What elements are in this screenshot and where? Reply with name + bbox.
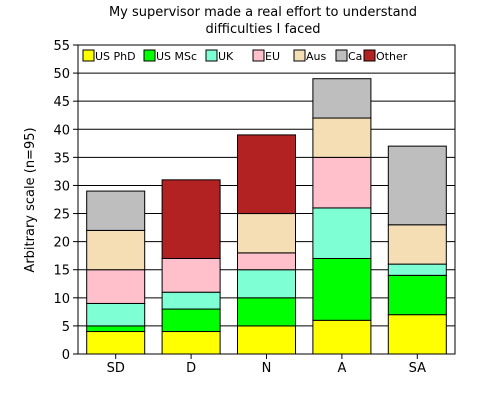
legend-label: UK — [218, 50, 234, 63]
bar-segment — [86, 269, 146, 304]
bar-segment — [312, 78, 372, 119]
bar-segment — [312, 117, 372, 158]
bar-segment — [312, 156, 372, 209]
legend-label: US MSc — [156, 50, 197, 63]
y-tick-label: 40 — [53, 123, 70, 138]
legend-label: EU — [265, 50, 280, 63]
bar-segment — [312, 319, 372, 355]
bar-segment — [161, 257, 221, 293]
y-tick-label: 45 — [53, 95, 70, 110]
legend-label: Ca — [348, 50, 362, 63]
bar-segment — [237, 252, 296, 271]
x-tick-label: SA — [409, 361, 426, 376]
legend-label: US PhD — [95, 50, 136, 63]
y-tick-label: 25 — [53, 208, 70, 223]
y-tick-label: 20 — [53, 236, 70, 251]
y-tick-label: 15 — [53, 264, 70, 279]
bar-segment — [387, 145, 447, 226]
bar-segment — [387, 314, 447, 355]
chart-title-line-1: My supervisor made a real effort to unde… — [109, 5, 417, 20]
legend: US PhD US MSc UK EU Aus Ca Other — [82, 49, 408, 63]
x-tick-label: SD — [107, 361, 125, 376]
bar-segment — [237, 134, 296, 215]
legend-swatch — [293, 49, 306, 62]
bar-segment — [86, 331, 146, 355]
bar-segment — [237, 269, 296, 299]
bar-segment — [387, 224, 447, 265]
bar-segment — [237, 325, 296, 355]
bar-segment — [161, 291, 221, 310]
legend-swatch — [82, 49, 95, 62]
y-axis-label: Arbitrary scale (n=95) — [23, 127, 38, 272]
bar-segment — [86, 190, 146, 231]
y-tick-label: 10 — [53, 292, 70, 307]
legend-swatch — [205, 49, 218, 62]
y-tick-label: 5 — [62, 320, 70, 335]
bar-segment — [312, 207, 372, 259]
chart-title-line-2: difficulties I faced — [206, 22, 321, 37]
legend-label: Aus — [306, 50, 326, 63]
bar-segment — [312, 257, 372, 321]
bar-segment — [237, 213, 296, 254]
y-tick-label: 30 — [53, 179, 70, 194]
plot-border — [77, 44, 456, 355]
legend-swatch — [335, 49, 348, 62]
bar-segment — [161, 179, 221, 259]
y-tick-label: 50 — [53, 67, 70, 82]
bar-segment — [86, 229, 146, 271]
y-tick-label: 0 — [62, 348, 70, 363]
y-tick-label: 35 — [53, 151, 70, 166]
legend-swatch — [252, 49, 265, 62]
bar-segment — [86, 325, 146, 333]
x-tick-label: A — [337, 361, 346, 376]
bar-segment — [161, 331, 221, 355]
bar-segment — [387, 263, 447, 276]
plot-area: 0 5 10 15 20 25 30 35 40 45 50 55 SD D N A SA — [53, 39, 456, 376]
legend-swatch — [143, 49, 156, 62]
legend-label: Other — [376, 50, 408, 63]
bar-segment — [237, 297, 296, 327]
bar-segment — [387, 274, 447, 316]
y-tick-label: 55 — [53, 39, 70, 54]
bar-segment — [86, 302, 146, 327]
legend-swatch — [363, 49, 376, 62]
x-tick-label: N — [262, 361, 272, 376]
x-tick-label: D — [186, 361, 196, 376]
bar-segment — [161, 308, 221, 333]
